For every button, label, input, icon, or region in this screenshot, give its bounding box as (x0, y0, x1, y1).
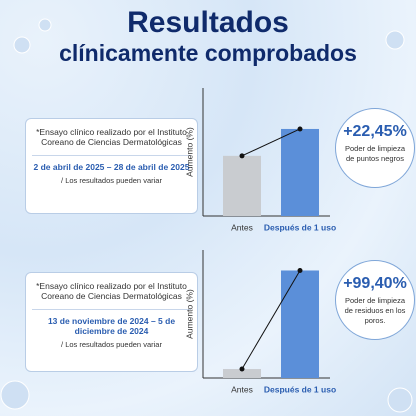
subtitle: clínicamente comprobados (59, 40, 357, 66)
highlight: +99,40% (343, 275, 407, 292)
bar (223, 369, 261, 378)
x-tick-label: Después de 1 uso (264, 384, 336, 394)
info-box: *Ensayo clínico realizado por el Institu… (25, 272, 198, 372)
point (239, 153, 245, 159)
info-box: *Ensayo clínico realizado por el Institu… (25, 118, 198, 214)
note: *Ensayo clínico realizado por el Institu… (36, 281, 187, 301)
y-axis-label: Aumento (%) (184, 289, 194, 339)
note: *Ensayo clínico realizado por el Institu… (36, 127, 187, 147)
callout: +22,45% Poder de limpieza de puntos negr… (335, 108, 415, 188)
bar (223, 155, 261, 216)
trend-line (241, 128, 301, 157)
disclaimer: / Los resultados pueden variar (61, 176, 162, 185)
bar (281, 128, 319, 216)
claim: Poder de limpieza de residuos en los por… (344, 296, 406, 325)
bar (281, 270, 319, 378)
point (239, 366, 245, 372)
dates: 13 de noviembre de 2024 – 5 de diciembre… (32, 309, 191, 336)
claim: Poder de limpieza de puntos negros (344, 144, 406, 163)
x-tick-label: Antes (231, 222, 253, 232)
x-tick-label: Después de 1 uso (264, 222, 336, 232)
callout: +99,40% Poder de limpieza de residuos en… (335, 260, 415, 340)
trend-line (241, 270, 301, 370)
x-tick-label: Antes (231, 384, 253, 394)
point (297, 126, 303, 132)
disclaimer: / Los resultados pueden variar (61, 340, 162, 349)
point (297, 267, 303, 273)
dates: 2 de abril de 2025 – 28 de abril de 2025 (32, 155, 191, 172)
highlight: +22,45% (343, 123, 407, 140)
y-axis-label: Aumento (%) (184, 127, 194, 177)
title: Resultados (127, 6, 289, 39)
